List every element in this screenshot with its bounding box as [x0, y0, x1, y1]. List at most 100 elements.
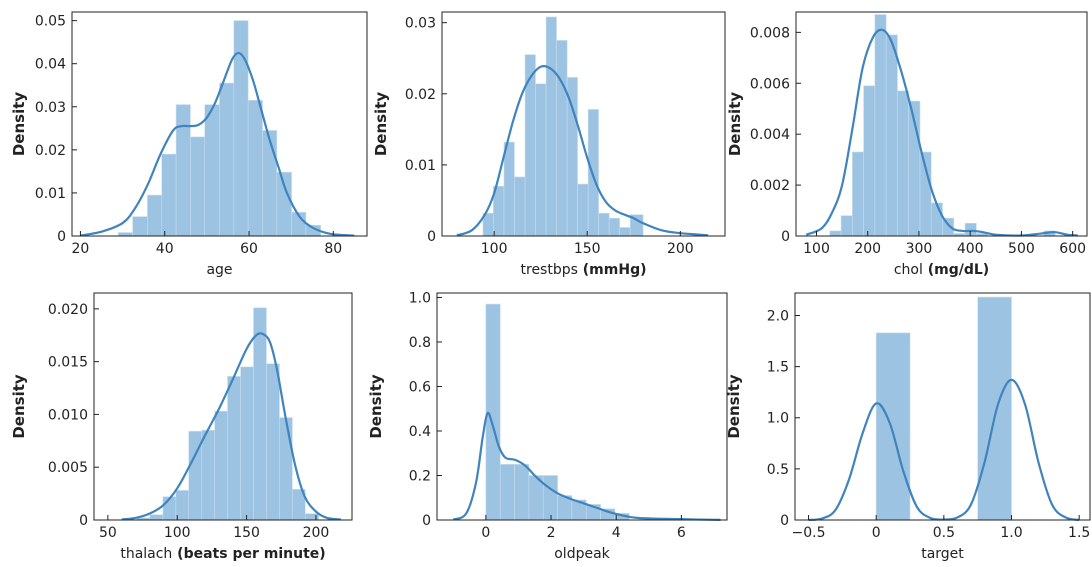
x-tick-label: 6	[677, 525, 686, 541]
x-tick-label: 100	[481, 241, 508, 257]
histogram-bar	[897, 90, 910, 237]
y-tick-label: 0.04	[35, 57, 66, 73]
x-axis-label: target	[921, 546, 964, 562]
x-axis-label-unit: (mmHg)	[578, 262, 647, 278]
y-tick-label: 0	[79, 513, 88, 529]
histogram-bar	[977, 296, 1012, 521]
histogram-bar	[875, 332, 911, 521]
histogram-bar	[247, 100, 263, 237]
x-tick-label: −0.5	[792, 525, 826, 541]
axes-frame	[795, 11, 1088, 237]
y-tick-label: 0.008	[750, 25, 790, 41]
x-axis-label-name: oldpeak	[554, 546, 610, 562]
kde-curve	[805, 28, 1078, 237]
x-tick-label: 150	[233, 525, 260, 541]
histogram-bar	[598, 212, 610, 237]
x-axis-label-name: thalach	[120, 546, 172, 562]
x-tick-label: 0	[481, 525, 490, 541]
histogram-bar	[262, 130, 278, 237]
histogram-bar	[608, 217, 620, 237]
x-tick-label: 100	[803, 241, 830, 257]
subplot-5: 0 2 4 6 0 0.2 0.4 0.6 0.8 1.0 oldpeak Density	[367, 290, 728, 562]
x-axis-label: chol (mg/dL)	[894, 262, 989, 278]
histogram-bar	[535, 83, 547, 237]
x-axis-label-name: age	[206, 262, 232, 278]
y-tick-label: 0	[781, 229, 790, 245]
axes-frame	[441, 11, 726, 237]
axes-frame	[794, 292, 1091, 521]
histogram-bar	[514, 464, 530, 521]
histogram-bar	[204, 104, 220, 237]
kde-curve	[452, 411, 721, 521]
histogram-bar	[214, 410, 228, 521]
y-tick-label: 1.0	[409, 290, 431, 306]
x-axis-label: thalach (beats per minute)	[120, 546, 325, 562]
subplot-4: 50 100 150 200 0 0.005 0.010 0.015 0.020 thalach …	[10, 292, 353, 562]
histogram-bar	[852, 151, 864, 237]
histogram-bar	[304, 513, 319, 521]
y-tick-label: 1.0	[767, 411, 789, 427]
x-tick-label: 200	[303, 525, 330, 541]
y-tick-label: 1.5	[767, 360, 789, 376]
kde-curve	[121, 332, 342, 521]
x-axis-label-name: chol	[894, 262, 923, 278]
histogram-bar	[219, 82, 235, 237]
histogram-bar	[161, 153, 177, 237]
x-tick-label: 100	[164, 525, 191, 541]
x-tick-label: 2	[547, 525, 556, 541]
y-tick-label: 0.02	[405, 87, 436, 103]
histogram-bar	[829, 230, 842, 237]
y-tick-label: 0.006	[750, 76, 790, 92]
y-tick-label: 0.01	[35, 186, 66, 202]
y-axis-label: Density	[372, 92, 390, 157]
x-tick-label: 600	[1059, 241, 1086, 257]
x-tick-label: 4	[612, 525, 621, 541]
kde-curve	[808, 378, 1080, 522]
y-tick-label: 2.0	[767, 308, 789, 324]
histogram-bar	[240, 366, 254, 521]
histogram-bar	[542, 475, 558, 521]
y-tick-label: 0.5	[767, 462, 789, 478]
x-tick-label: 50	[99, 525, 117, 541]
histogram-bar	[863, 85, 876, 237]
x-axis-label: age	[206, 262, 232, 278]
x-tick-label: 500	[1008, 241, 1035, 257]
x-tick-label: 0.5	[933, 525, 955, 541]
histogram-bar	[149, 514, 164, 521]
x-tick-label: 200	[667, 241, 694, 257]
axes-frame	[436, 292, 728, 521]
y-tick-label: 0.005	[48, 460, 88, 476]
histogram-bar	[874, 14, 887, 237]
histogram-bar	[190, 136, 206, 237]
subplot-2: 100 150 200 0 0.01 0.02 0.03 trestbps (mmHg) Den…	[372, 11, 726, 278]
histogram-bar	[930, 202, 943, 237]
x-axis-label-unit: (mg/dL)	[923, 262, 989, 278]
y-tick-label: 0.01	[405, 158, 436, 174]
y-tick-label: 0.020	[48, 302, 88, 318]
histogram-bar	[587, 109, 599, 237]
histogram-bar	[514, 176, 526, 237]
x-tick-label: 150	[574, 241, 601, 257]
histogram-bar	[266, 363, 280, 521]
x-tick-label: 20	[72, 241, 90, 257]
x-axis-label-unit: (beats per minute)	[172, 546, 325, 562]
y-tick-label: 0.03	[35, 100, 66, 116]
subplot-1: 20 40 60 80 0 0.01 0.02 0.03 0.04 0.05 age Density	[10, 11, 368, 278]
histogram-bar	[545, 16, 557, 237]
x-tick-label: 0	[872, 525, 881, 541]
x-tick-label: 1.0	[1000, 525, 1022, 541]
x-tick-label: 40	[156, 241, 174, 257]
histogram-bar	[175, 104, 191, 237]
histogram-bar	[118, 232, 133, 237]
histogram-bar	[253, 307, 267, 521]
y-axis-label: Density	[726, 92, 744, 157]
y-axis-label: Density	[367, 374, 385, 439]
x-axis-label: trestbps (mmHg)	[521, 262, 647, 278]
x-axis-label: oldpeak	[554, 546, 610, 562]
y-tick-label: 0.02	[35, 143, 66, 159]
x-tick-label: 400	[957, 241, 984, 257]
histogram-bar	[201, 429, 215, 521]
axes-frame	[93, 292, 353, 521]
histogram-bar	[499, 464, 515, 521]
